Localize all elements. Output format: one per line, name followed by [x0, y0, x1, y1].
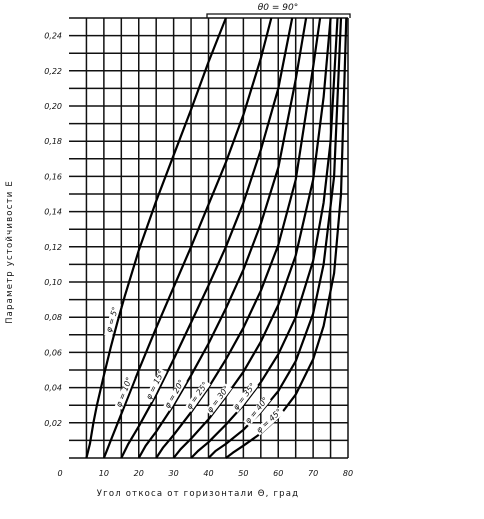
curve-line — [85, 17, 227, 459]
y-tick-label: 0,22 — [44, 67, 62, 76]
curve-line — [190, 17, 339, 459]
y-tick-label: 0,06 — [44, 348, 62, 357]
header-label: θ0 = 90° — [258, 3, 298, 13]
curve-line — [102, 17, 273, 459]
curve-label-backdrop — [114, 375, 135, 410]
x-tick-label: 40 — [203, 469, 213, 478]
y-tick-labels: 0,02 0,04 0,06 0,08 0,10 0,12 0,14 0,16 0,18 0,20… — [44, 32, 62, 428]
grid-lines — [69, 17, 349, 459]
x-tick-label: 20 — [134, 469, 144, 478]
y-tick-label: 0,04 — [44, 384, 62, 393]
x-tick-label: 30 — [169, 469, 179, 478]
y-tick-label: 0,02 — [44, 419, 62, 428]
x-tick-label: 70 — [308, 469, 318, 478]
curve-label-backdrop — [254, 406, 285, 436]
y-tick-label: 0,20 — [44, 102, 62, 111]
curve-line — [120, 17, 294, 459]
curve-group — [85, 17, 348, 459]
header-bracket — [206, 13, 351, 18]
curve-label-backdrop — [231, 380, 259, 413]
curve-label-backdrop — [104, 302, 122, 338]
curve-line — [155, 17, 322, 459]
curve-label-backdrop — [243, 395, 271, 427]
y-tick-label: 0,14 — [44, 208, 62, 217]
curve-label-backdrop — [205, 383, 233, 416]
y-tick-label: 0,18 — [44, 137, 62, 146]
curve-line — [137, 17, 308, 459]
curve-label-backdrop — [184, 379, 211, 413]
y-tick-label: 0,24 — [44, 32, 62, 41]
y-tick-label: 0,12 — [44, 243, 62, 252]
x-tick-label: 50 — [238, 469, 248, 478]
curve-label-backdrop — [144, 368, 167, 403]
y-tick-label: 0,10 — [44, 278, 62, 287]
curve-label-backdrop — [162, 377, 187, 411]
y-axis-title: Параметр устойчивости E — [5, 180, 15, 324]
x-axis-title: Угол откоса от горизонтали Θ, град — [97, 489, 299, 499]
x-tick-label: 80 — [343, 469, 353, 478]
curve-line — [207, 17, 343, 459]
origin-label: 0 — [57, 469, 62, 478]
y-tick-label: 0,08 — [44, 313, 62, 322]
y-tick-label: 0,16 — [44, 172, 62, 181]
curve-line — [225, 17, 348, 459]
x-tick-label: 10 — [99, 469, 109, 478]
x-tick-label: 60 — [273, 469, 283, 478]
x-tick-labels: 10 20 30 40 50 60 70 80 — [99, 469, 353, 478]
curve-line — [172, 17, 332, 459]
